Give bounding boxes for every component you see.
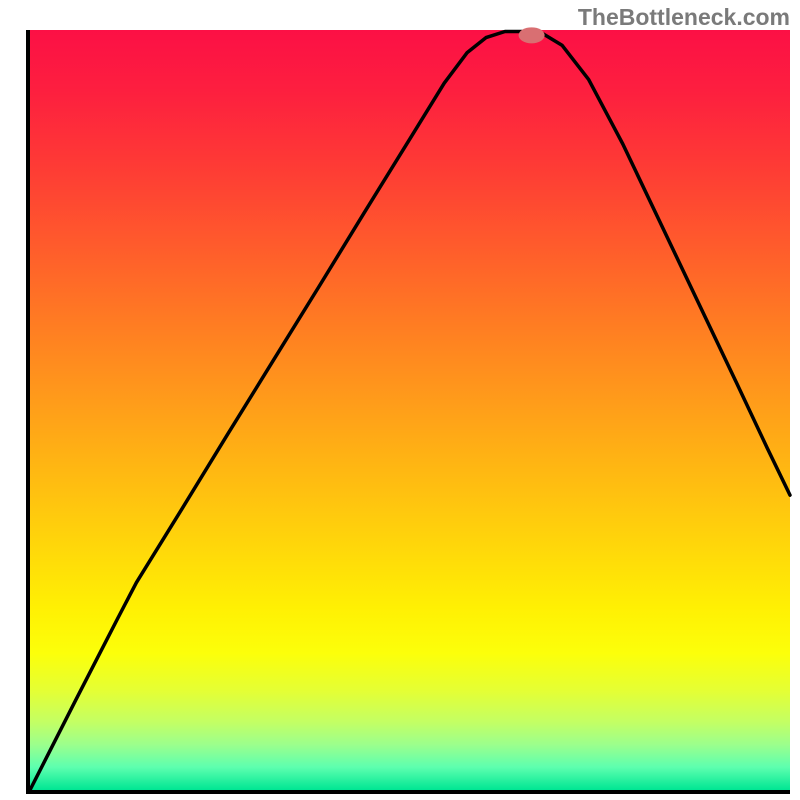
optimal-marker — [519, 27, 545, 43]
plot-background — [30, 30, 790, 790]
bottleneck-chart: TheBottleneck.com — [0, 0, 800, 800]
chart-svg — [0, 0, 800, 800]
watermark-text: TheBottleneck.com — [578, 4, 790, 31]
